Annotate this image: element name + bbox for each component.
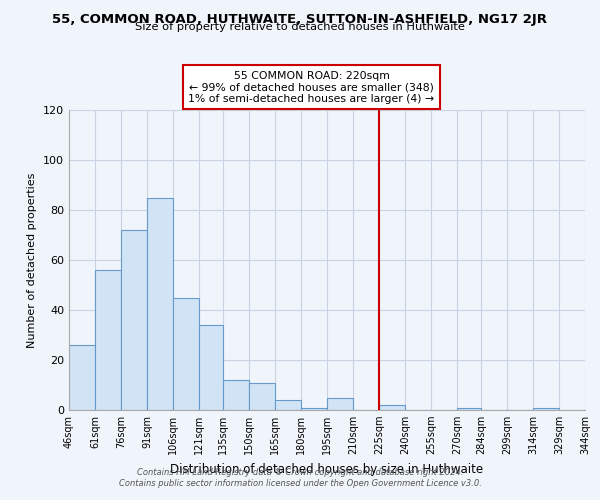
Bar	[457, 408, 481, 410]
Bar	[327, 398, 353, 410]
Bar	[249, 382, 275, 410]
Bar	[275, 400, 301, 410]
Text: Size of property relative to detached houses in Huthwaite: Size of property relative to detached ho…	[135, 22, 465, 32]
X-axis label: Distribution of detached houses by size in Huthwaite: Distribution of detached houses by size …	[170, 462, 484, 475]
Bar	[69, 345, 95, 410]
Bar	[223, 380, 249, 410]
Text: 55 COMMON ROAD: 220sqm
← 99% of detached houses are smaller (348)
1% of semi-det: 55 COMMON ROAD: 220sqm ← 99% of detached…	[188, 71, 434, 104]
Bar	[95, 270, 121, 410]
Y-axis label: Number of detached properties: Number of detached properties	[28, 172, 37, 348]
Bar	[301, 408, 327, 410]
Bar	[379, 405, 405, 410]
Bar	[147, 198, 173, 410]
Text: Contains HM Land Registry data © Crown copyright and database right 2024.
Contai: Contains HM Land Registry data © Crown c…	[119, 468, 481, 487]
Text: 55, COMMON ROAD, HUTHWAITE, SUTTON-IN-ASHFIELD, NG17 2JR: 55, COMMON ROAD, HUTHWAITE, SUTTON-IN-AS…	[53, 12, 548, 26]
Bar	[121, 230, 147, 410]
Bar	[199, 325, 223, 410]
Bar	[173, 298, 199, 410]
Bar	[533, 408, 559, 410]
